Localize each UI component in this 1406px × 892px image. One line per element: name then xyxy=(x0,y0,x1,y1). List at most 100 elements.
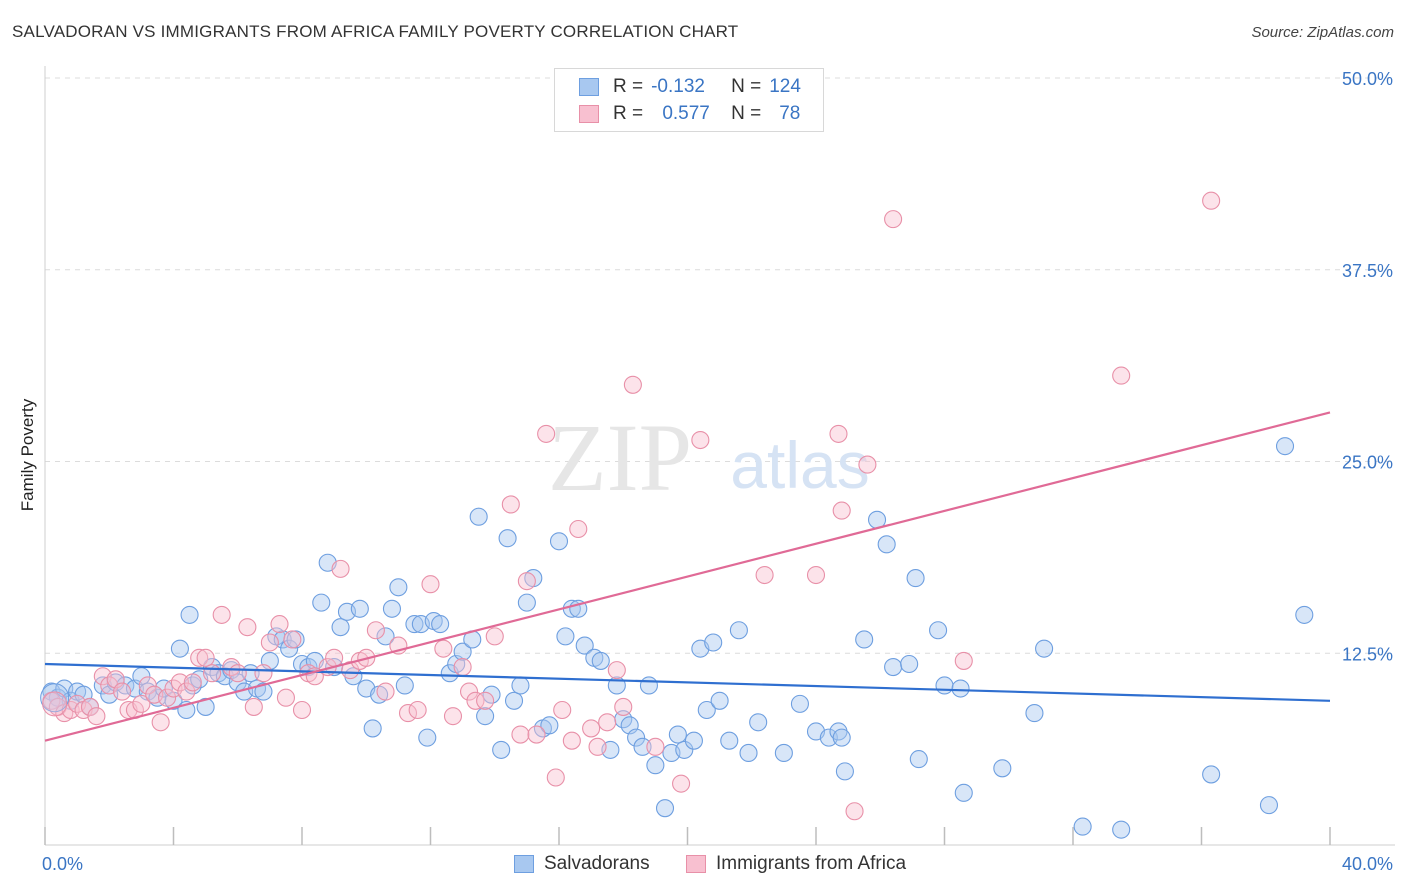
point-immigrants-africa xyxy=(138,676,157,695)
point-immigrants-africa xyxy=(672,774,691,793)
point-immigrants-africa xyxy=(183,673,202,692)
point-salvadorans xyxy=(835,762,854,781)
point-salvadorans xyxy=(1259,796,1279,815)
legend-swatch-pink xyxy=(579,105,599,123)
point-immigrants-africa xyxy=(691,430,710,450)
point-salvadorans xyxy=(40,683,70,713)
watermark-atlas: atlas xyxy=(730,428,869,502)
point-salvadorans xyxy=(668,725,687,744)
point-salvadorans xyxy=(832,728,851,747)
point-immigrants-africa xyxy=(177,682,196,701)
point-immigrants-africa xyxy=(87,707,106,726)
point-immigrants-africa xyxy=(511,725,530,744)
point-immigrants-africa xyxy=(325,648,344,667)
point-salvadorans xyxy=(540,716,559,735)
point-salvadorans xyxy=(556,627,575,646)
legend-row-salvadorans: R = -0.132 N = 124 xyxy=(579,75,801,99)
point-salvadorans xyxy=(453,642,472,661)
point-immigrants-africa xyxy=(623,375,642,394)
bottom-legend-label: Salvadorans xyxy=(544,853,650,874)
point-salvadorans xyxy=(909,750,928,769)
point-immigrants-africa xyxy=(501,495,520,514)
bottom-legend-salvadorans: Salvadorans xyxy=(514,852,650,876)
point-immigrants-africa xyxy=(132,694,151,713)
point-immigrants-africa xyxy=(283,630,302,649)
bottom-legend-africa: Immigrants from Africa xyxy=(686,852,906,876)
tick-labels: 12.5% 25.0% 37.5% 50.0% 0.0% 40.0% xyxy=(42,69,1393,874)
point-immigrants-africa xyxy=(755,565,774,585)
point-immigrants-africa xyxy=(646,737,665,756)
point-immigrants-africa xyxy=(845,802,864,821)
point-salvadorans xyxy=(697,700,716,720)
point-immigrants-africa xyxy=(954,651,973,670)
point-salvadorans xyxy=(180,605,199,624)
point-salvadorans xyxy=(1295,605,1314,624)
point-salvadorans xyxy=(492,740,511,759)
point-salvadorans xyxy=(639,676,659,695)
point-salvadorans xyxy=(254,682,273,701)
x-tick-label: 40.0% xyxy=(1342,854,1393,874)
legend-n-label: N = xyxy=(731,76,762,97)
point-salvadorans xyxy=(935,676,954,695)
bottom-legend-swatch-pink xyxy=(686,855,706,873)
point-salvadorans xyxy=(170,639,189,658)
point-salvadorans xyxy=(906,569,925,588)
point-immigrants-africa xyxy=(80,697,100,716)
point-immigrants-africa xyxy=(151,713,170,732)
point-immigrants-africa xyxy=(569,519,588,539)
y-tick-label: 50.0% xyxy=(1342,69,1393,89)
point-immigrants-africa xyxy=(527,725,546,744)
point-immigrants-africa xyxy=(614,697,633,716)
point-immigrants-africa xyxy=(270,615,289,634)
legend-row-africa: R = 0.577 N = 78 xyxy=(579,102,800,126)
data-points xyxy=(40,191,1314,839)
point-salvadorans xyxy=(1025,704,1044,723)
point-salvadorans xyxy=(395,676,414,695)
trend-line-immigrants-africa xyxy=(44,411,1331,742)
legend-r-label: R = xyxy=(613,103,644,124)
point-immigrants-africa xyxy=(408,700,427,720)
point-salvadorans xyxy=(704,633,723,652)
point-salvadorans xyxy=(196,697,215,716)
point-immigrants-africa xyxy=(292,700,312,720)
point-immigrants-africa xyxy=(398,704,418,723)
point-immigrants-africa xyxy=(588,737,607,756)
point-immigrants-africa xyxy=(158,688,177,707)
point-immigrants-africa xyxy=(244,697,263,716)
point-immigrants-africa xyxy=(203,664,222,683)
point-salvadorans xyxy=(819,728,838,747)
point-immigrants-africa xyxy=(607,661,626,680)
point-salvadorans xyxy=(350,599,369,618)
point-salvadorans xyxy=(504,691,524,710)
point-salvadorans xyxy=(1202,765,1221,784)
point-immigrants-africa xyxy=(858,455,877,474)
y-tick-label: 12.5% xyxy=(1342,644,1393,664)
point-immigrants-africa xyxy=(546,768,565,787)
point-salvadorans xyxy=(363,719,382,738)
point-immigrants-africa xyxy=(476,691,495,710)
point-salvadorans xyxy=(1275,437,1295,456)
point-immigrants-africa xyxy=(196,648,215,667)
point-immigrants-africa xyxy=(598,713,617,732)
point-immigrants-africa xyxy=(562,731,581,750)
point-salvadorans xyxy=(476,707,495,726)
point-salvadorans xyxy=(1035,639,1054,658)
point-immigrants-africa xyxy=(170,673,189,692)
point-salvadorans xyxy=(1073,817,1092,836)
point-salvadorans xyxy=(517,593,536,612)
point-immigrants-africa xyxy=(443,707,463,726)
point-salvadorans xyxy=(710,691,729,710)
point-salvadorans xyxy=(431,615,450,634)
point-salvadorans xyxy=(720,731,739,750)
point-salvadorans xyxy=(575,636,594,655)
point-immigrants-africa xyxy=(832,501,851,520)
point-immigrants-africa xyxy=(553,700,572,720)
point-salvadorans xyxy=(376,627,395,646)
point-immigrants-africa xyxy=(331,559,350,578)
point-immigrants-africa xyxy=(113,682,132,701)
point-salvadorans xyxy=(877,535,896,554)
point-immigrants-africa xyxy=(434,639,453,658)
legend-r-value: -0.132 xyxy=(651,76,705,97)
point-immigrants-africa xyxy=(366,621,385,640)
point-salvadorans xyxy=(591,651,610,670)
